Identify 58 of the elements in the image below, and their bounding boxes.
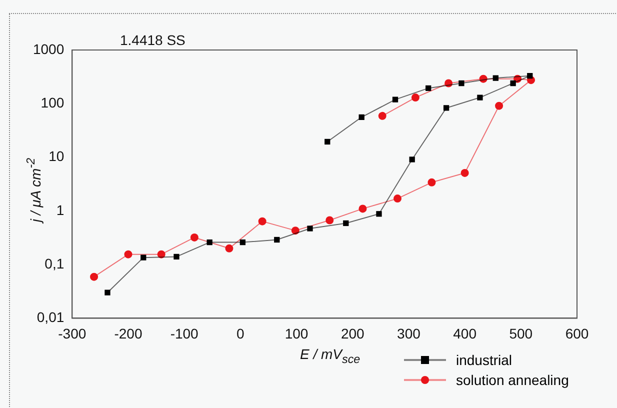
point (157, 250, 166, 258)
y-tick-label: 0,01 (36, 309, 64, 326)
y-tick-label: 0,1 (44, 255, 64, 272)
point (492, 75, 498, 81)
point (495, 102, 504, 110)
point (477, 94, 483, 100)
point (240, 239, 246, 246)
point (358, 204, 367, 213)
point (514, 74, 522, 83)
x-tick-label: 300 (397, 325, 421, 342)
x-tick-label: 500 (509, 325, 533, 342)
point (324, 138, 330, 145)
point (378, 112, 386, 120)
point (225, 244, 234, 252)
point (174, 254, 180, 260)
point (376, 211, 382, 217)
point (291, 226, 300, 235)
point (428, 178, 436, 186)
point (124, 250, 132, 258)
x-tick-label: 400 (453, 325, 477, 342)
x-tick-label: -200 (114, 325, 142, 342)
y-tick-label: 1 (56, 202, 64, 218)
x-tick-label: -100 (170, 325, 199, 342)
point (90, 272, 98, 281)
point (343, 220, 349, 226)
x-tick-label: -300 (58, 325, 86, 342)
point (479, 74, 488, 83)
y-tick-label: 10 (48, 148, 64, 164)
point (206, 239, 212, 246)
point (411, 94, 420, 102)
point (358, 114, 364, 120)
point (443, 105, 450, 111)
y-tick-label: 1000 (32, 40, 64, 57)
point (510, 80, 516, 86)
point (409, 156, 415, 162)
legend-label: solution annealing (456, 372, 569, 388)
point (307, 226, 313, 232)
x-tick-label: 600 (565, 325, 589, 342)
y-tick-label: 100 (40, 94, 64, 110)
point (393, 194, 402, 203)
point (258, 217, 266, 226)
x-tick-label: 200 (340, 325, 365, 342)
point (460, 168, 469, 177)
point (104, 290, 110, 296)
point (444, 79, 453, 88)
point (190, 233, 198, 242)
point (140, 254, 146, 260)
x-tick-label: 100 (284, 325, 308, 342)
point (527, 73, 533, 79)
point (458, 80, 464, 86)
chart-title: 1.4418 SS (120, 32, 186, 48)
point (326, 216, 334, 224)
x-axis-title: E / mV$_{sce}$ (300, 346, 360, 366)
x-tick-label: 0 (236, 325, 245, 342)
point (274, 236, 280, 243)
legend-label: industrial (456, 352, 512, 368)
point (426, 85, 432, 92)
point (392, 96, 398, 102)
